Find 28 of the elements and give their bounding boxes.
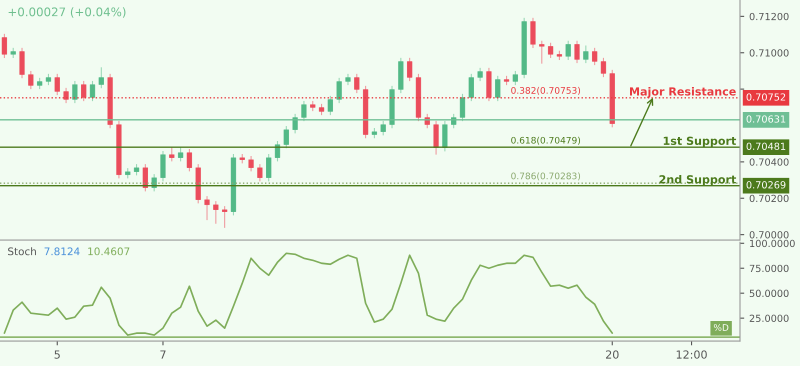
ref-line-label: 0.70631 xyxy=(746,115,786,123)
annotation: 1st Support xyxy=(664,136,736,148)
y-tick-label: 50.0000 xyxy=(750,290,789,298)
annotation: 7.8124 xyxy=(44,247,80,256)
y-tick-label: 75.0000 xyxy=(750,264,789,272)
y-tick-label: 0.70400 xyxy=(750,158,789,166)
annotation: %D xyxy=(714,324,728,331)
y-tick-label: 0.70000 xyxy=(750,231,789,238)
y-tick-label: 0.71000 xyxy=(750,49,789,57)
chart-title: Stoch xyxy=(8,247,36,256)
x-tick-label: 20 xyxy=(606,350,619,359)
x-tick-label: 12:00 xyxy=(676,350,707,359)
annotation: Major Resistance xyxy=(630,87,736,98)
annotation: 0.618(0.70479) xyxy=(511,136,580,145)
annotation: 0.786(0.70283) xyxy=(511,172,580,180)
annotation: 0.382(0.70753) xyxy=(511,86,580,95)
ref-line-label: 0.70481 xyxy=(746,142,786,150)
x-tick-label: 7 xyxy=(160,350,166,359)
y-tick-label: 0.71200 xyxy=(750,12,789,20)
y-tick-label: 0.70200 xyxy=(750,194,789,202)
annotation: 2nd Support xyxy=(659,174,736,186)
y-tick-label: 100.0000 xyxy=(750,240,795,248)
annotation: 10.4607 xyxy=(88,247,130,256)
x-tick-label: 5 xyxy=(54,350,60,359)
ref-line-label: 0.70269 xyxy=(746,181,786,189)
y-tick-label: 25.0000 xyxy=(750,314,789,322)
ref-line-label: 0.70752 xyxy=(746,93,786,101)
annotation: +0.00027 (+0.04%) xyxy=(8,7,126,18)
